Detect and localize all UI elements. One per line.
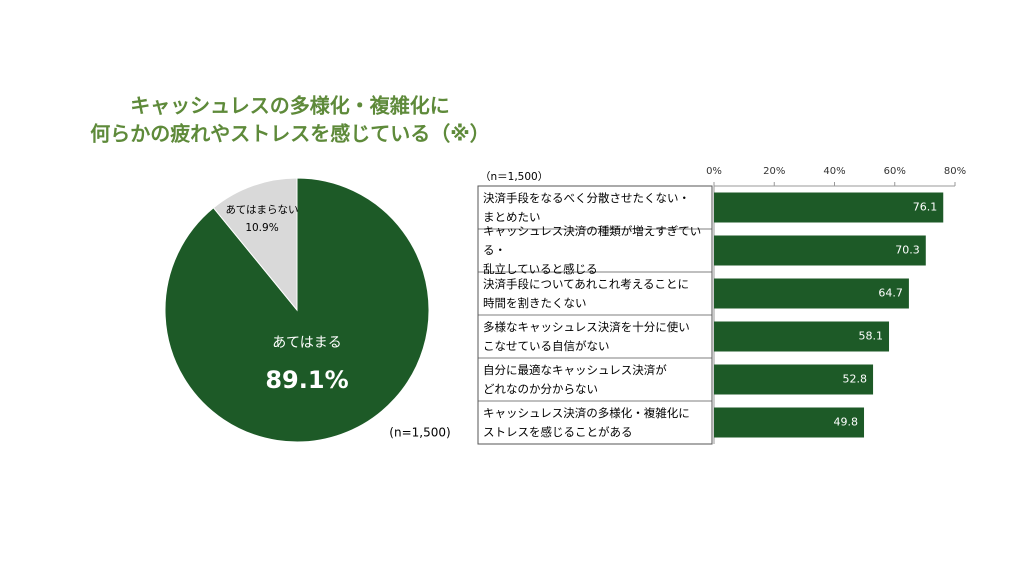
slice-label: あてはまらない bbox=[225, 204, 298, 216]
category-label: 決済手段についてあれこれ考えることに 時間を割きたくない bbox=[483, 276, 689, 310]
value-label: 76.1 bbox=[913, 201, 938, 214]
category-label: 決済手段をなるべく分散させたくない・ まとめたい bbox=[483, 190, 690, 224]
x-tick-label: 20% bbox=[763, 166, 785, 177]
x-tick-label: 60% bbox=[884, 166, 906, 177]
slice-value: 10.9% bbox=[245, 222, 278, 234]
value-label: 64.7 bbox=[878, 287, 903, 300]
bar bbox=[714, 407, 865, 438]
category-label: キャッシュレス決済の多様化・複雑化に ストレスを感じることがある bbox=[483, 405, 690, 439]
title-line: 何らかの疲れやストレスを感じている（※） bbox=[90, 122, 489, 146]
value-label: 49.8 bbox=[834, 416, 859, 429]
slice-value: 89.1% bbox=[265, 366, 348, 394]
value-label: 70.3 bbox=[895, 244, 920, 257]
slice-label: あてはまる bbox=[272, 335, 341, 351]
bar bbox=[714, 235, 926, 266]
x-tick-label: 0% bbox=[706, 166, 722, 177]
category-label: 多様なキャッシュレス決済を十分に使い こなせている自信がない bbox=[483, 319, 690, 353]
category-label: 自分に最適なキャッシュレス決済が どれなのか分からない bbox=[483, 362, 667, 396]
x-tick-label: 80% bbox=[944, 166, 966, 177]
x-tick-label: 40% bbox=[823, 166, 845, 177]
value-label: 58.1 bbox=[859, 330, 884, 343]
bar bbox=[714, 278, 909, 309]
title-line: キャッシュレスの多様化・複雑化に bbox=[130, 94, 450, 118]
bar bbox=[714, 321, 890, 352]
category-label: キャッシュレス決済の種類が増えすぎている・ 乱立していると感じる bbox=[483, 224, 702, 276]
bar bbox=[714, 192, 944, 223]
pie-slice bbox=[212, 177, 298, 312]
value-label: 52.8 bbox=[843, 373, 868, 386]
bar bbox=[714, 364, 874, 395]
sample-note: （n＝1,500） bbox=[480, 171, 548, 183]
sample-note: (n=1,500) bbox=[389, 426, 450, 440]
